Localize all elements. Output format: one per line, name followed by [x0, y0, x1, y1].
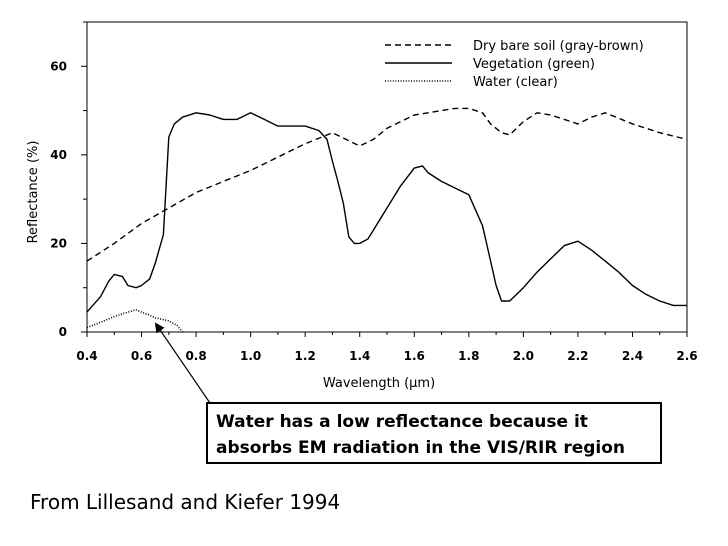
annotation-line-1: Water has a low reflectance because it	[216, 412, 588, 432]
legend: Dry bare soil (gray-brown) Vegetation (gr…	[385, 39, 644, 90]
legend-label: Water (clear)	[473, 75, 558, 90]
y-tick-label: 40	[50, 148, 67, 162]
annotation-line-2: absorbs EM radiation in the VIS/RIR regi…	[216, 438, 626, 458]
series-line-solid	[86, 112, 687, 313]
annotation-arrow	[154, 322, 213, 407]
x-tick-label: 1.8	[458, 349, 479, 363]
x-tick-label: 1.2	[295, 349, 316, 363]
series-line-dashed	[86, 107, 688, 262]
x-tick-label: 2.6	[676, 349, 697, 363]
plot-frame	[86, 21, 688, 333]
y-tick-labels: 0 20 40 60	[50, 59, 67, 339]
y-tick-label: 60	[50, 59, 67, 73]
x-tick-label: 2.2	[567, 349, 588, 363]
legend-label: Dry bare soil (gray-brown)	[473, 39, 644, 54]
legend-label: Vegetation (green)	[473, 57, 595, 72]
x-axis-label: Wavelength (µm)	[323, 376, 435, 391]
x-tick-label: 1.6	[404, 349, 425, 363]
series-line-dotted	[86, 309, 184, 333]
y-axis-label: Reflectance (%)	[26, 141, 41, 244]
axis-ticks	[81, 21, 688, 337]
y-tick-label: 0	[59, 325, 67, 339]
source-citation: From Lillesand and Kiefer 1994	[30, 490, 341, 514]
x-tick-label: 2.0	[513, 349, 534, 363]
x-tick-label: 0.4	[76, 349, 97, 363]
annotation-callout: Water has a low reflectance because it a…	[206, 402, 662, 464]
x-tick-label: 0.6	[131, 349, 152, 363]
y-tick-label: 20	[50, 236, 67, 250]
x-tick-label: 1.0	[240, 349, 261, 363]
x-tick-label: 2.4	[622, 349, 643, 363]
series-lines	[86, 107, 688, 333]
x-tick-label: 0.8	[185, 349, 206, 363]
x-tick-label: 1.4	[349, 349, 370, 363]
x-tick-labels: 0.4 0.6 0.8 1.0 1.2 1.4 1.6 1.8 2.0 2.2 2.4 2.6	[76, 349, 697, 363]
